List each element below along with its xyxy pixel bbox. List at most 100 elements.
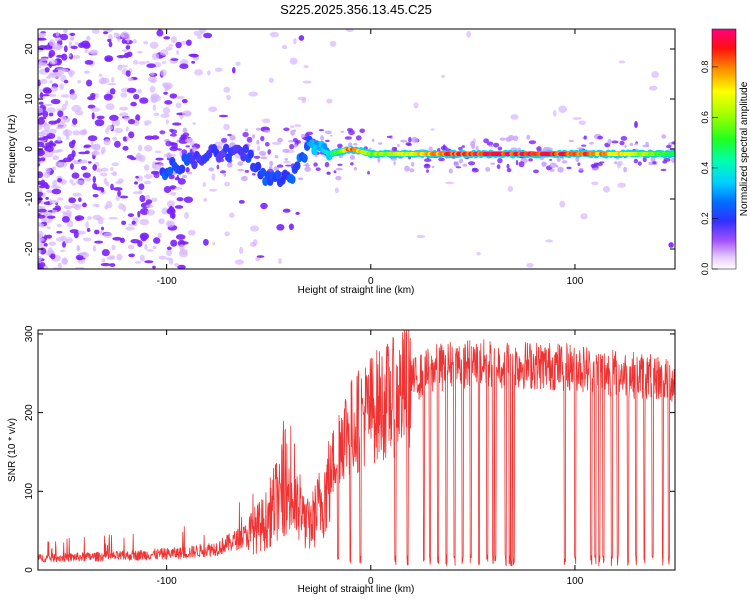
colorbar-frame — [711, 28, 737, 270]
spectrogram-noise-blob — [614, 161, 618, 165]
spectrogram-noise-blob — [566, 166, 572, 170]
spectrogram-noise-blob — [146, 209, 155, 216]
snr-ytick-label: 300 — [24, 325, 35, 342]
spectrogram-noise-blob — [295, 211, 300, 215]
spectrogram-noise-blob — [40, 129, 50, 136]
spectrogram-noise-blob — [57, 110, 64, 118]
spectrogram-noise-blob — [60, 249, 66, 253]
spectrogram-noise-blob — [559, 200, 566, 208]
spectrogram-noise-blob — [150, 93, 160, 100]
spectrogram-noise-blob — [82, 128, 87, 134]
spectrogram-noise-blob — [87, 161, 92, 164]
spectrogram-noise-blob — [87, 135, 98, 142]
snr-marks — [38, 330, 675, 567]
spectrogram-noise-blob — [179, 241, 189, 245]
spectrogram-marks — [38, 29, 675, 269]
spectrogram-noise-blob — [168, 44, 174, 47]
spectrogram-noise-blob — [590, 163, 597, 168]
spectrogram-noise-blob — [175, 96, 185, 99]
spectrogram-noise-blob — [119, 106, 129, 111]
spectrogram-noise-blob — [82, 202, 87, 208]
spectrogram-noise-blob — [151, 197, 158, 202]
spectrogram-noise-blob — [507, 185, 514, 192]
spectrogram-noise-blob — [125, 45, 131, 50]
spectrogram-noise-blob — [163, 91, 168, 95]
spectrogram-noise-blob — [59, 33, 69, 41]
spectrogram-noise-blob — [109, 88, 116, 95]
spectrogram-noise-blob — [256, 145, 261, 151]
spectrogram-noise-blob — [77, 80, 82, 84]
spectrogram-noise-blob — [458, 147, 463, 151]
spectrogram-noise-blob — [350, 162, 354, 166]
spectrogram-noise-blob — [556, 156, 561, 162]
spectrogram-noise-blob — [59, 83, 64, 90]
spectrogram-noise-blob — [144, 243, 148, 251]
spectrogram-noise-blob — [597, 135, 604, 140]
spectrogram-noise-blob — [542, 146, 550, 152]
spectrogram-noise-blob — [181, 98, 188, 104]
spectrogram-noise-blob — [170, 239, 178, 247]
spectrogram-noise-blob — [512, 135, 519, 141]
spectrogram-noise-blob — [57, 178, 62, 183]
spectrogram-noise-blob — [51, 180, 58, 187]
spectrogram-noise-blob — [68, 54, 72, 57]
spectrogram-noise-blob — [50, 86, 58, 92]
spectrogram-noise-blob — [671, 157, 675, 163]
spectrogram-xlabel: Height of straight line (km) — [298, 285, 415, 296]
spectrogram-noise-blob — [125, 70, 131, 77]
spectrogram-noise-blob — [305, 131, 314, 136]
spectrogram-noise-blob — [40, 243, 44, 249]
spectrogram-noise-blob — [46, 226, 51, 229]
spectrogram-noise-blob — [216, 164, 220, 170]
spectrogram-noise-blob — [207, 70, 211, 76]
spectrogram-noise-blob — [545, 239, 553, 243]
spectrogram-noise-blob — [155, 157, 164, 161]
spectrogram-noise-blob — [453, 161, 460, 167]
spectrogram-noise-blob — [617, 160, 623, 166]
spectrogram-noise-blob — [558, 105, 568, 113]
spectrogram-noise-blob — [57, 197, 64, 201]
chart-title: S225.2025.356.13.45.C25 — [280, 2, 432, 17]
spectrogram-noise-blob — [301, 97, 306, 104]
spectrogram-noise-blob — [405, 142, 412, 146]
spectrogram-noise-blob — [144, 260, 154, 264]
spectrogram-noise-blob — [112, 171, 117, 177]
spectrogram-noise-blob — [315, 167, 321, 171]
spectrogram-noise-blob — [74, 42, 79, 45]
spectrogram-noise-blob — [599, 161, 605, 164]
spectrogram-noise-blob — [184, 212, 189, 219]
spectrogram-noise-blob — [135, 175, 139, 179]
spectrogram-noise-blob — [146, 249, 154, 252]
spectrogram-noise-blob — [125, 126, 129, 132]
spectrogram-noise-blob — [153, 112, 160, 117]
spectrogram-noise-blob — [144, 145, 153, 152]
spectrogram-noise-blob — [165, 119, 169, 125]
spectrogram-noise-blob — [238, 200, 245, 204]
spectrogram-noise-blob — [144, 135, 154, 140]
spectrogram-noise-blob — [256, 255, 265, 258]
spectrogram-noise-blob — [175, 234, 186, 240]
spectrogram-noise-blob — [52, 69, 59, 73]
spectrogram-noise-blob — [84, 49, 88, 54]
spectrogram-noise-blob — [555, 165, 559, 168]
spectrogram-noise-blob — [65, 134, 70, 140]
spectrogram-noise-blob — [581, 144, 587, 147]
spectrogram-noise-blob — [650, 157, 656, 162]
spectrogram-noise-blob — [38, 37, 43, 41]
spectrogram-noise-blob — [466, 30, 472, 38]
spectrogram-noise-blob — [43, 151, 54, 158]
spectrogram-noise-blob — [182, 127, 188, 133]
spectrogram-noise-blob — [45, 196, 49, 200]
spectrogram-noise-blob — [666, 144, 672, 149]
spectrogram-noise-blob — [49, 128, 57, 134]
spectrogram-noise-blob — [493, 142, 500, 148]
ridge-base — [301, 153, 308, 163]
spectrogram-noise-blob — [251, 173, 256, 176]
ridge-base — [274, 170, 281, 180]
spectrogram-noise-blob — [97, 219, 104, 225]
spectrogram-noise-blob — [183, 196, 193, 203]
spectrogram-noise-blob — [87, 50, 97, 55]
spectrogram-noise-blob — [461, 145, 466, 148]
spectrogram-noise-blob — [49, 59, 58, 65]
spectrogram-noise-blob — [169, 93, 178, 99]
